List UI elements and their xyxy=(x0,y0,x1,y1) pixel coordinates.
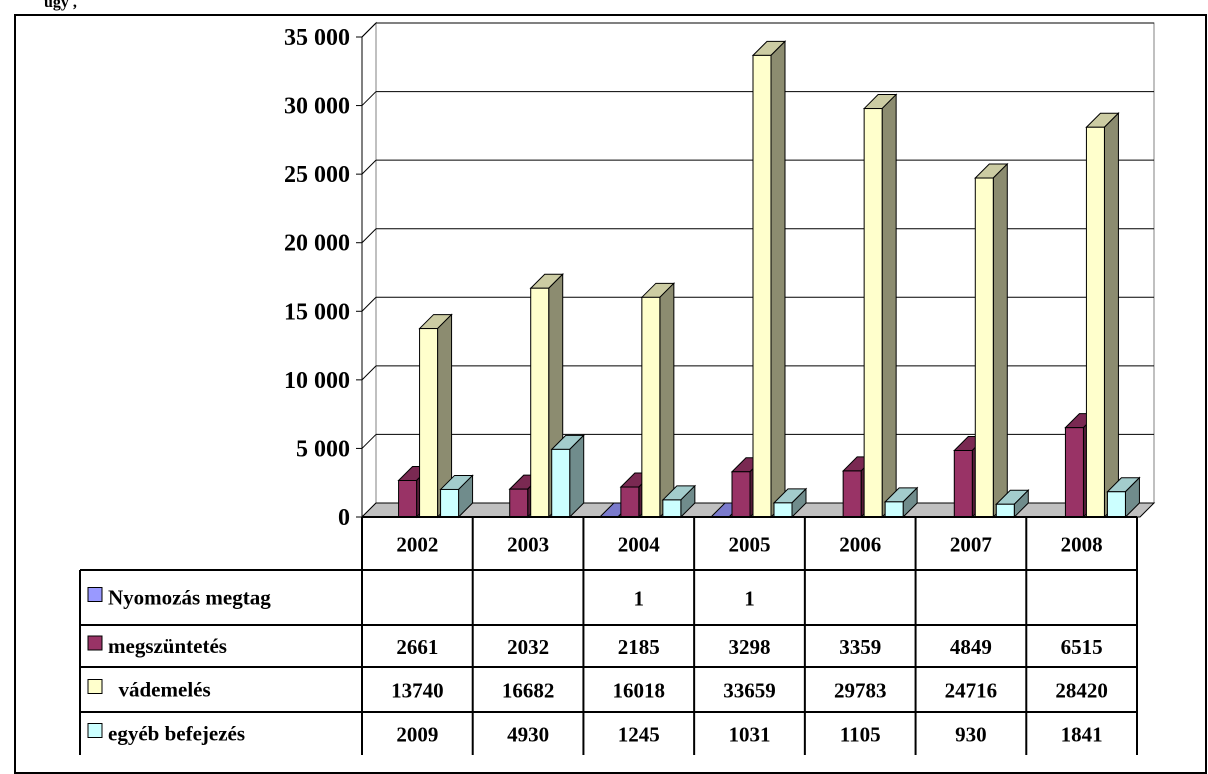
bar-egyéb-befejezés-2007 xyxy=(995,489,1030,519)
bar-side xyxy=(770,40,786,519)
data-label: 2009 xyxy=(396,723,438,747)
bar-vádemelés-2008 xyxy=(1085,112,1120,519)
gridline-diagonal xyxy=(361,434,377,449)
bar-front xyxy=(1064,427,1084,518)
y-tick-label: 5 000 xyxy=(296,436,350,462)
bar-vádemelés-2007 xyxy=(974,162,1009,519)
page-caption: ügy , xyxy=(44,0,77,11)
legend-label: egyéb befejezés xyxy=(108,722,245,746)
y-tick-label: 35 000 xyxy=(284,25,350,51)
bar-vádemelés-2004 xyxy=(640,282,676,519)
bar-front xyxy=(731,471,751,518)
bar-front xyxy=(419,328,439,518)
bar-front xyxy=(530,287,550,518)
data-label: 3359 xyxy=(839,635,881,659)
side-wall xyxy=(361,21,377,519)
x-tick-label: 2005 xyxy=(729,533,771,557)
bar-front xyxy=(995,503,1015,518)
gridline-diagonal xyxy=(361,365,377,381)
legend-key xyxy=(87,635,103,651)
y-tick-label: 0 xyxy=(338,505,350,531)
data-label: 1031 xyxy=(729,723,771,747)
bar-front xyxy=(863,108,883,518)
x-tick-label: 2002 xyxy=(396,533,438,557)
chart-svg: 0 5 000 10 000 15 000 20 000 25 000 30 000 35 0… xyxy=(79,21,1156,755)
bar-side xyxy=(881,93,897,519)
bar-egyéb-befejezés-2002 xyxy=(439,474,474,519)
bar-front xyxy=(509,488,529,518)
data-label: 1841 xyxy=(1061,723,1103,747)
legend-label: vádemelés xyxy=(108,678,211,702)
data-label: 1 xyxy=(634,587,645,611)
legend-key xyxy=(87,723,103,738)
gridline-diagonal xyxy=(361,91,377,106)
gridline-diagonal xyxy=(361,22,377,38)
bar-front xyxy=(773,502,793,518)
bar-side xyxy=(659,282,675,519)
bar-side xyxy=(569,434,585,519)
data-label: 3298 xyxy=(729,635,771,659)
bars xyxy=(397,40,1141,519)
bar-front xyxy=(1085,126,1105,518)
gridline-diagonal xyxy=(361,159,377,175)
x-tick-label: 2008 xyxy=(1061,533,1103,557)
bar-side xyxy=(992,162,1008,519)
gridline-diagonal xyxy=(361,296,377,312)
x-tick-label: 2004 xyxy=(618,533,661,557)
data-label: 1 xyxy=(744,587,755,611)
legend-label: Nyomozás megtag xyxy=(108,586,271,610)
bar-egyéb-befejezés-2006 xyxy=(883,486,919,519)
bar-front xyxy=(440,488,460,518)
data-label: 13740 xyxy=(391,679,444,703)
data-label: 24716 xyxy=(945,679,998,703)
gridline-diagonal xyxy=(361,228,377,244)
y-tick-label: 10 000 xyxy=(284,368,350,394)
bar-egyéb-befejezés-2004 xyxy=(661,484,697,519)
y-tick-label: 30 000 xyxy=(284,94,350,120)
x-tick-label: 2007 xyxy=(950,533,992,557)
y-axis: 0 5 000 10 000 15 000 20 000 25 000 30 000 35 0… xyxy=(284,25,363,531)
bar-egyéb-befejezés-2005 xyxy=(772,487,808,519)
data-label: 2032 xyxy=(507,635,549,659)
data-label: 16682 xyxy=(502,679,555,703)
bar-front xyxy=(641,296,661,518)
data-label: 930 xyxy=(955,723,987,747)
bar-vádemelés-2005 xyxy=(751,40,787,519)
data-table: 2002 2003 2004 2005 2006 2007 2008 Nyomozás meg… xyxy=(79,516,1138,755)
bar-front xyxy=(884,501,904,518)
bar-front xyxy=(953,449,973,518)
bar-front xyxy=(398,480,418,518)
data-label: 1245 xyxy=(618,723,660,747)
bar-egyéb-befejezés-2003 xyxy=(550,434,585,519)
y-tick-label: 15 000 xyxy=(284,299,350,325)
x-tick-label: 2006 xyxy=(839,533,881,557)
bar-side xyxy=(1103,112,1119,519)
data-label: 33659 xyxy=(723,679,776,703)
y-tick-label: 25 000 xyxy=(284,162,350,188)
data-label: 28420 xyxy=(1055,679,1108,703)
bar-egyéb-befejezés-2008 xyxy=(1106,476,1141,519)
bar-front xyxy=(1106,491,1126,518)
data-label: 1105 xyxy=(840,723,881,747)
bar-vádemelés-2006 xyxy=(862,93,898,519)
data-label: 4849 xyxy=(950,635,992,659)
legend-key xyxy=(87,679,103,694)
bar-front xyxy=(842,470,862,518)
data-label: 6515 xyxy=(1061,635,1103,659)
data-label: 2661 xyxy=(396,635,438,659)
bar-front xyxy=(620,486,640,518)
data-label: 16018 xyxy=(613,679,666,703)
bar-front xyxy=(551,448,571,518)
legend-label: megszüntetés xyxy=(108,634,227,658)
legend-key xyxy=(87,587,103,602)
bar-front xyxy=(662,499,682,518)
bar-front xyxy=(752,54,772,518)
data-label: 29783 xyxy=(834,679,887,703)
bar-front xyxy=(974,177,994,518)
data-label: 4930 xyxy=(507,723,549,747)
bar-vádemelés-2002 xyxy=(418,313,453,519)
y-tick-label: 20 000 xyxy=(284,231,350,257)
data-label: 2185 xyxy=(618,635,660,659)
x-tick-label: 2003 xyxy=(507,533,549,557)
